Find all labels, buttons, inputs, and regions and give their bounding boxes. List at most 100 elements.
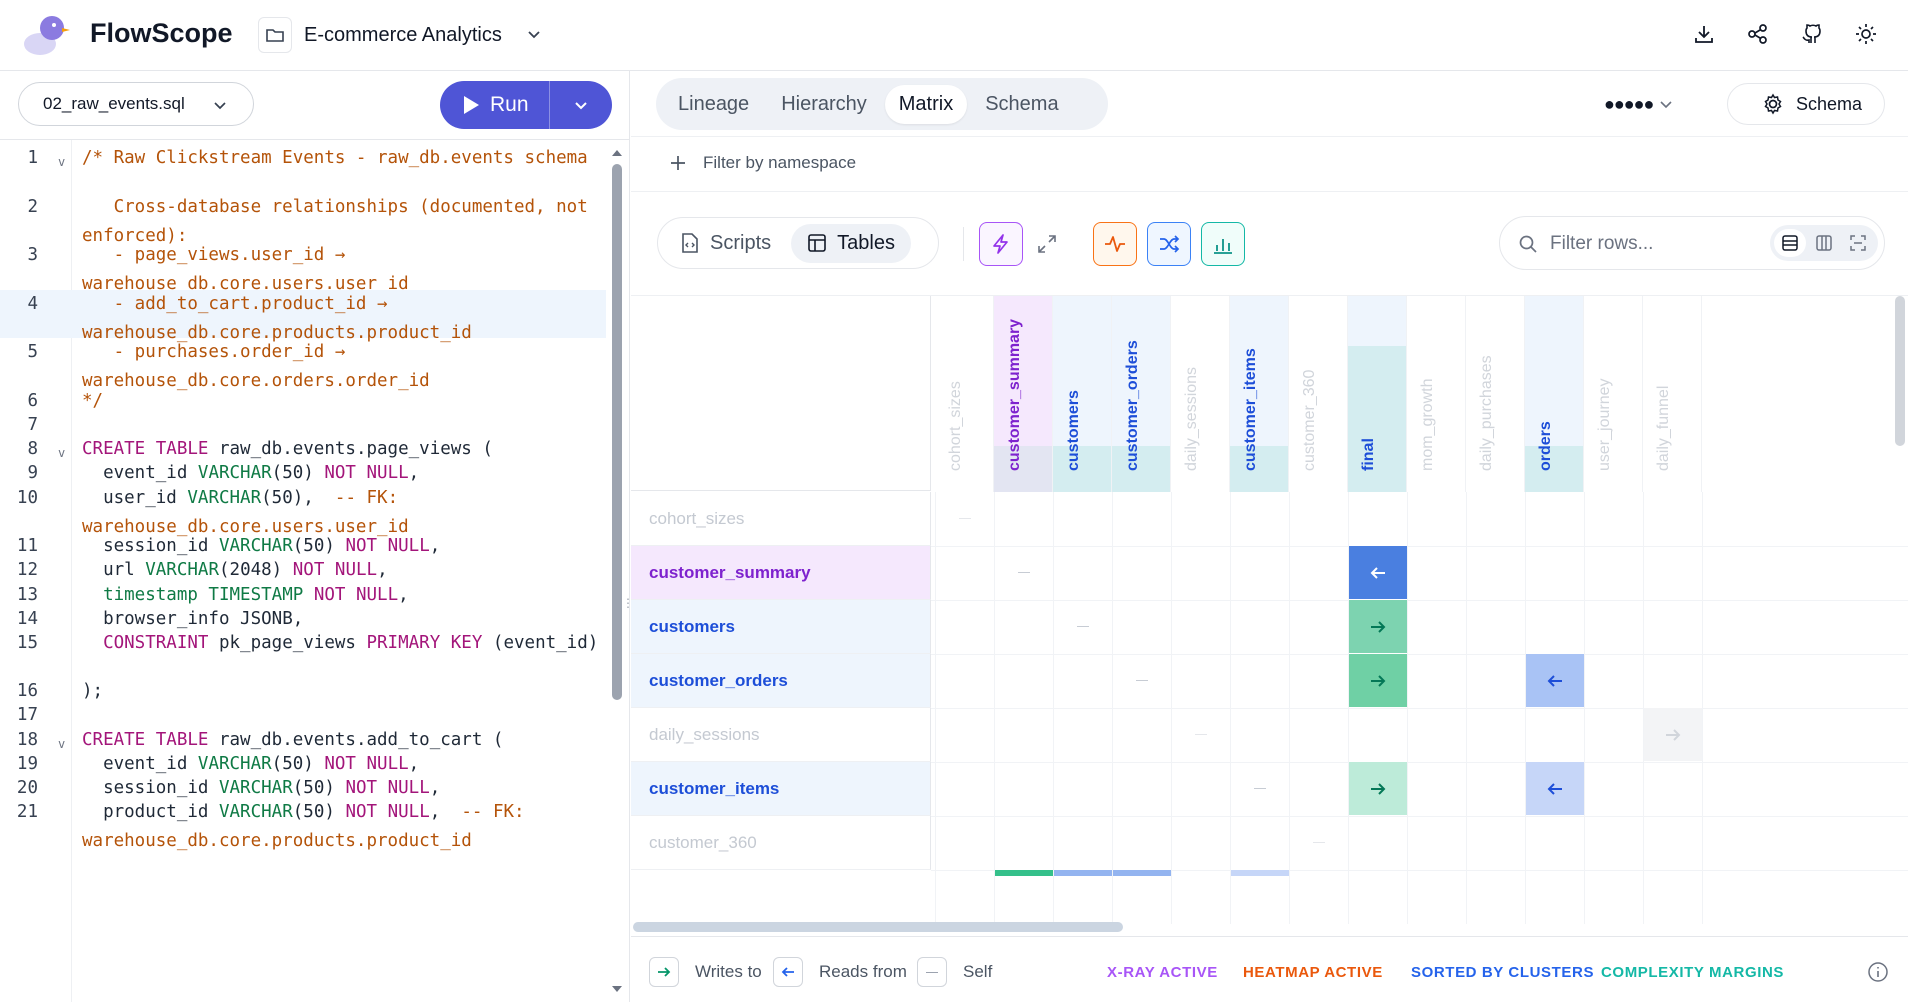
share-icon[interactable] <box>1746 22 1770 46</box>
code-line[interactable]: 10 user_id VARCHAR(50), -- FK: warehouse… <box>0 484 606 537</box>
tab-lineage[interactable]: Lineage <box>678 92 750 115</box>
xray-button[interactable] <box>979 222 1023 266</box>
code-line[interactable]: 4 - add_to_cart.product_id → warehouse_d… <box>0 290 606 343</box>
self-cell[interactable] <box>995 546 1053 599</box>
download-icon[interactable] <box>1692 22 1716 46</box>
project-name[interactable]: E-commerce Analytics <box>304 24 502 46</box>
file-selector[interactable]: 02_raw_events.sql <box>18 82 254 126</box>
column-header[interactable]: user_journey <box>1584 296 1643 492</box>
line-number: 16 <box>16 681 38 701</box>
row-header[interactable]: daily_sessions <box>631 708 931 762</box>
scripts-toggle[interactable]: Scripts <box>664 224 787 263</box>
tab-schema[interactable]: Schema <box>985 92 1059 115</box>
self-cell[interactable] <box>1231 762 1289 815</box>
fold-chevron-icon[interactable]: v <box>58 155 66 169</box>
tables-toggle[interactable]: Tables <box>791 223 911 263</box>
columns-view-icon[interactable] <box>1808 229 1840 257</box>
row-header[interactable]: customer_summary <box>631 546 931 600</box>
reads-from-cell[interactable] <box>1526 654 1584 707</box>
code-line[interactable]: 8 v CREATE TABLE raw_db.events.page_views … <box>0 435 606 460</box>
code-line[interactable]: 18 v CREATE TABLE raw_db.events.add_to_car… <box>0 726 606 751</box>
tab-hierarchy[interactable]: Hierarchy <box>781 92 867 115</box>
palette-selector[interactable]: ●●●●● <box>1604 89 1710 119</box>
row-header[interactable]: customers <box>631 600 931 654</box>
code-line[interactable]: 11 session_id VARCHAR(50) NOT NULL, <box>0 532 606 556</box>
code-line[interactable]: 16); <box>0 677 606 701</box>
github-icon[interactable] <box>1800 22 1824 46</box>
column-header[interactable]: customer_summary <box>994 296 1053 492</box>
column-header[interactable]: daily_purchases <box>1466 296 1525 492</box>
code-line[interactable]: 9 event_id VARCHAR(50) NOT NULL, <box>0 459 606 484</box>
view-mode-switch <box>1770 225 1878 261</box>
editor-scrollbar[interactable] <box>604 140 630 1002</box>
writes-to-cell[interactable] <box>1349 654 1407 707</box>
column-header[interactable]: daily_sessions <box>1171 296 1230 492</box>
column-header[interactable]: customers <box>1053 296 1112 492</box>
code-line[interactable]: 6 */ <box>0 387 606 411</box>
code-line[interactable]: 3 - page_views.user_id → warehouse_db.co… <box>0 241 606 294</box>
row-header[interactable]: cohort_sizes <box>631 492 931 546</box>
namespace-filter[interactable]: Filter by namespace <box>669 153 856 173</box>
line-number: 21 <box>16 802 38 822</box>
code-line[interactable]: 1 v /* Raw Clickstream Events - raw_db.eve… <box>0 144 606 193</box>
column-header[interactable]: customer_360 <box>1289 296 1348 492</box>
writes-to-cell[interactable] <box>1349 600 1407 653</box>
run-label: Run <box>490 93 529 116</box>
self-cell[interactable] <box>1054 600 1112 653</box>
code-text: event_id VARCHAR(50) NOT NULL, <box>82 754 420 774</box>
code-line[interactable]: 14 browser_info JSONB, <box>0 605 606 629</box>
reads-from-cell[interactable] <box>1349 546 1407 599</box>
info-icon[interactable] <box>1867 961 1889 988</box>
row-header[interactable]: customer_360 <box>631 816 931 870</box>
reads-from-cell[interactable] <box>1526 762 1584 815</box>
self-cell[interactable] <box>1172 708 1230 761</box>
heatmap-button[interactable] <box>1093 222 1137 266</box>
writes-to-cell[interactable] <box>1644 708 1702 761</box>
expand-button[interactable] <box>1025 222 1069 266</box>
folder-button[interactable] <box>258 17 292 53</box>
code-line[interactable]: 15 CONSTRAINT pk_page_views PRIMARY KEY … <box>0 629 606 677</box>
schema-button[interactable]: Schema <box>1727 83 1885 125</box>
fit-view-icon[interactable] <box>1842 229 1874 257</box>
code-line[interactable]: 21 product_id VARCHAR(50) NOT NULL, -- F… <box>0 798 606 851</box>
editor-scroll-thumb[interactable] <box>612 164 622 700</box>
sort-clusters-button[interactable] <box>1147 222 1191 266</box>
column-header[interactable]: cohort_sizes <box>935 296 994 492</box>
rows-view-icon[interactable] <box>1774 229 1806 257</box>
self-cell[interactable] <box>1290 816 1348 869</box>
code-line[interactable]: 17 <box>0 701 606 726</box>
column-header[interactable]: mom_growth <box>1407 296 1466 492</box>
code-line[interactable]: 13 timestamp TIMESTAMP NOT NULL, <box>0 581 606 605</box>
column-header[interactable]: customer_items <box>1230 296 1289 492</box>
arrow-right-icon <box>1371 620 1386 633</box>
legend-reads: Reads from <box>773 957 907 987</box>
row-header[interactable]: customer_items <box>631 762 931 816</box>
code-line[interactable]: 12 url VARCHAR(2048) NOT NULL, <box>0 556 606 581</box>
fold-chevron-icon[interactable]: v <box>58 737 66 751</box>
matrix-vertical-scrollbar[interactable] <box>1895 296 1905 446</box>
column-header[interactable]: orders <box>1525 296 1584 492</box>
column-header[interactable]: final <box>1348 296 1407 492</box>
complexity-button[interactable] <box>1201 222 1245 266</box>
code-editor[interactable]: 1 v /* Raw Clickstream Events - raw_db.eve… <box>0 139 630 1002</box>
row-filter-input[interactable]: Filter rows... <box>1550 233 1654 254</box>
writes-to-cell[interactable] <box>1349 762 1407 815</box>
code-line[interactable]: 20 session_id VARCHAR(50) NOT NULL, <box>0 774 606 798</box>
code-line[interactable]: 5 - purchases.order_id → warehouse_db.co… <box>0 338 606 391</box>
run-options-button[interactable] <box>550 97 612 113</box>
chevron-down-icon[interactable] <box>526 26 542 47</box>
column-header[interactable]: customer_orders <box>1112 296 1171 492</box>
row-header[interactable]: customer_orders <box>631 654 931 708</box>
sun-icon[interactable] <box>1854 22 1878 46</box>
self-cell[interactable] <box>936 492 994 545</box>
code-text: CREATE TABLE raw_db.events.page_views ( <box>82 439 493 459</box>
code-line[interactable]: 2 Cross-database relationships (document… <box>0 193 606 246</box>
matrix-horizontal-scrollbar[interactable] <box>633 922 1123 932</box>
run-button[interactable]: Run <box>440 81 550 129</box>
code-line[interactable]: 19 event_id VARCHAR(50) NOT NULL, <box>0 750 606 774</box>
fold-chevron-icon[interactable]: v <box>58 446 66 460</box>
column-header[interactable]: daily_funnel <box>1643 296 1702 492</box>
code-line[interactable]: 7 <box>0 411 606 435</box>
tab-matrix[interactable]: Matrix <box>884 84 968 124</box>
self-cell[interactable] <box>1113 654 1171 707</box>
